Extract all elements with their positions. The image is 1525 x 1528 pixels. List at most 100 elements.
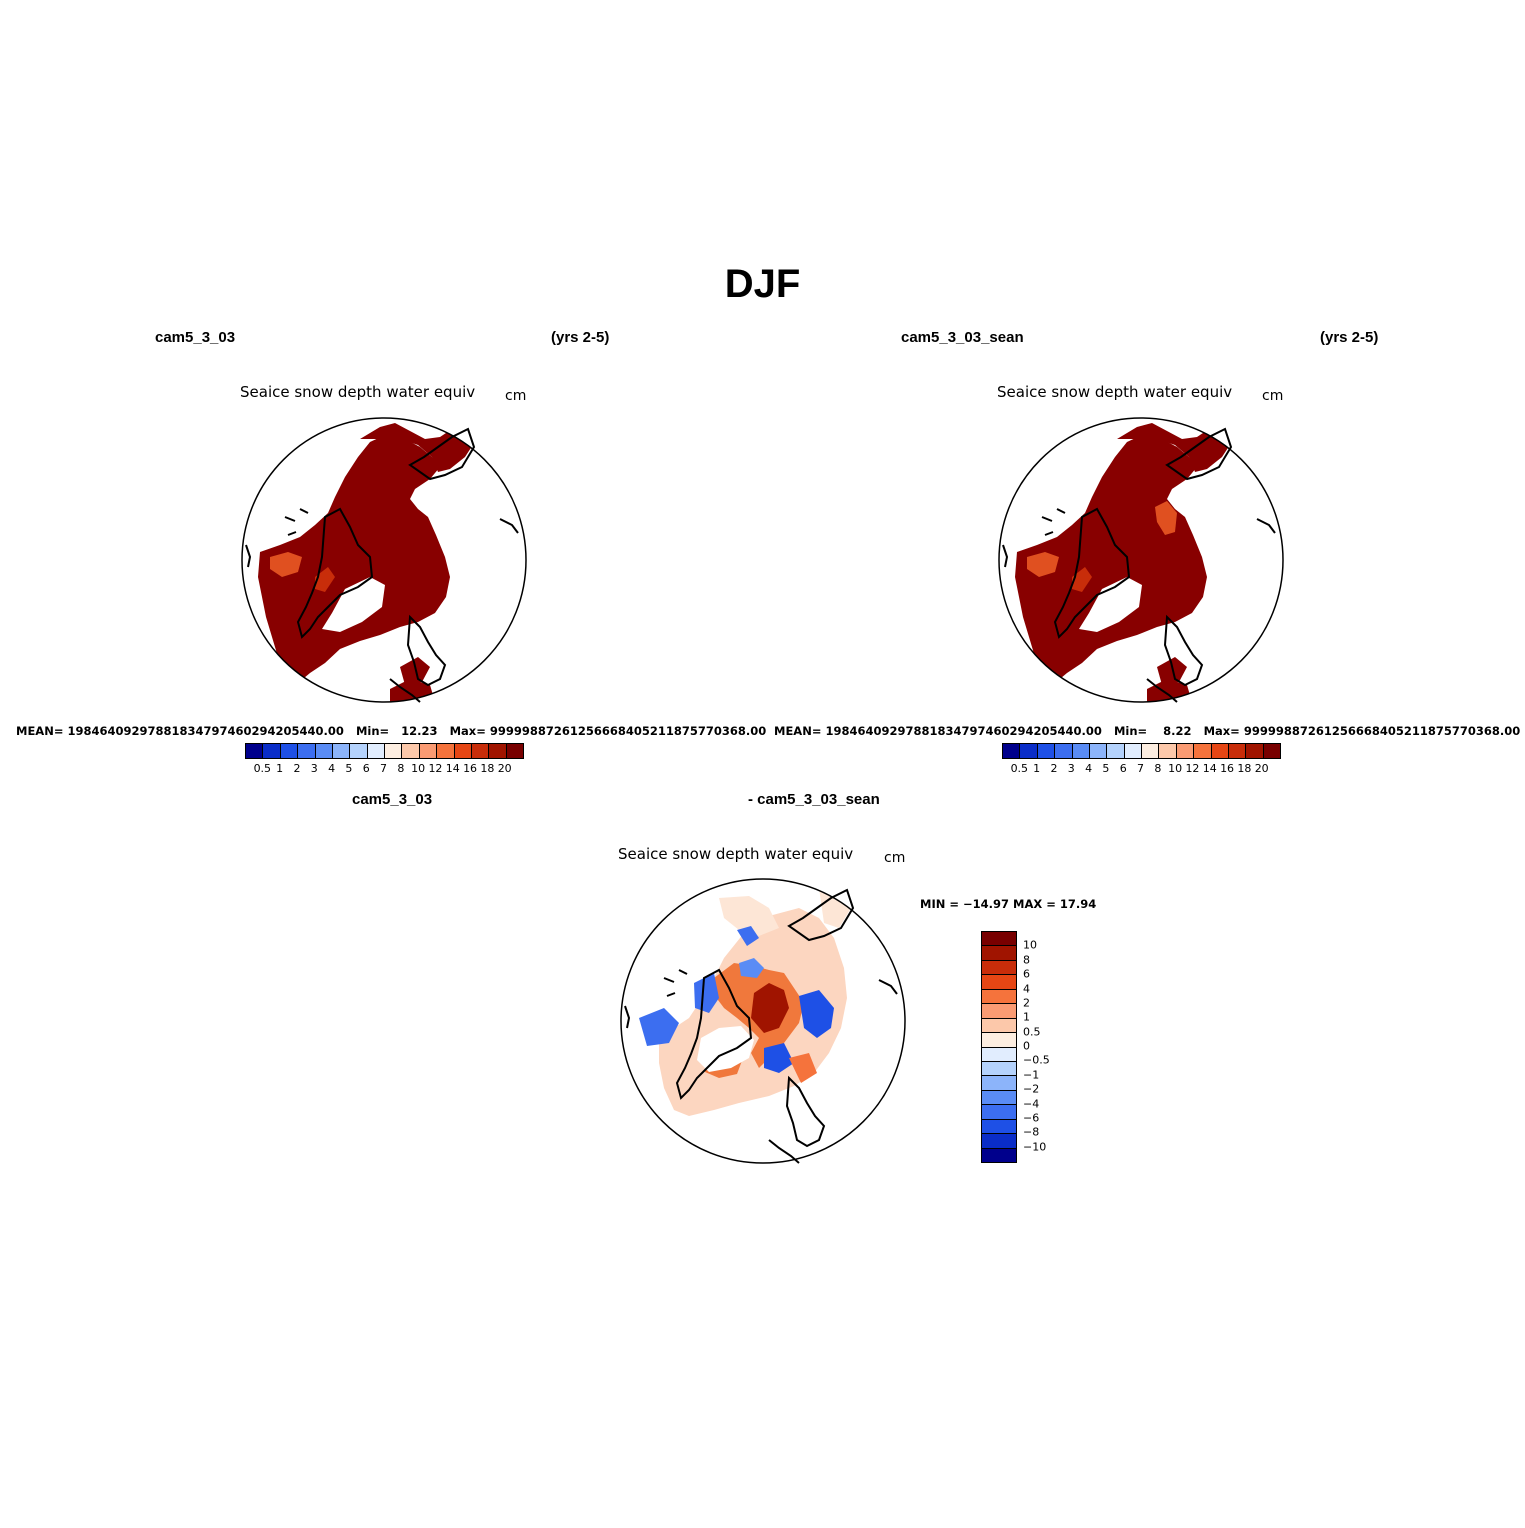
panel2-colorbar-swatch	[1142, 744, 1160, 758]
diff-colorbar-tick-label: −10	[1023, 1140, 1047, 1154]
panel1-colorbar-swatch	[385, 744, 403, 758]
panel2-colorbar-swatch	[1228, 744, 1247, 758]
panel1-colorbar-tick-label: 16	[463, 762, 478, 775]
panel1-map-boundary	[241, 417, 527, 703]
panel1-colorbar-tick-label: 1	[276, 762, 284, 775]
panel2-sea-ice-field	[1015, 422, 1235, 702]
panel2-case-label: cam5_3_03_sean	[901, 329, 1024, 346]
panel2-colorbar-tick-label: 4	[1085, 762, 1093, 775]
diff-colorbar-tick-label: 0	[1023, 1039, 1030, 1053]
diff-colorbar-swatch	[982, 1105, 1016, 1120]
panel2-polar-map	[998, 417, 1284, 703]
panel2-colorbar-swatch	[1089, 744, 1108, 758]
panel2-map-boundary	[998, 417, 1284, 703]
panel2-colorbar-swatch	[1159, 744, 1177, 758]
diff-colorbar-tick-label: −6	[1023, 1111, 1040, 1125]
diff-colorbar-tick-label: 6	[1023, 967, 1030, 981]
panel1-colorbar-tick-label: 10	[411, 762, 426, 775]
panel2-units-label: cm	[1262, 388, 1284, 404]
panel2-colorbar-tick-label: 6	[1119, 762, 1127, 775]
panel2-max-value: 99999887261256668405211875770368.00	[1243, 724, 1521, 738]
diff-colorbar-tick-label: −1	[1023, 1068, 1040, 1082]
diff-colorbar	[981, 931, 1017, 1163]
diff-coastlines	[624, 888, 898, 1164]
panel1-colorbar-swatch	[402, 744, 420, 758]
panel1-colorbar-tick-label: 2	[293, 762, 301, 775]
panel2-colorbar-tick-label: 14	[1202, 762, 1217, 775]
panel1-case-label: cam5_3_03	[155, 329, 236, 346]
panel2-years-label: (yrs 2-5)	[1320, 329, 1379, 346]
diff-colorbar-swatch	[982, 1134, 1016, 1149]
panel1-colorbar-swatch	[350, 744, 368, 758]
diff-colorbar-swatch	[982, 1004, 1016, 1019]
panel2-colorbar-tick-label: 5	[1102, 762, 1110, 775]
diff-minmax-label: MIN = −14.97 MAX = 17.94	[920, 897, 1097, 911]
panel2-colorbar-tick-label: 8	[1154, 762, 1162, 775]
panel2-stats: MEAN= 19846409297881834797460294205440.0…	[774, 724, 1520, 738]
panel2-colorbar-swatch	[1246, 744, 1264, 758]
panel1-colorbar-tick-label: 14	[445, 762, 460, 775]
panel2-colorbar-swatch	[1037, 744, 1056, 758]
panel1-colorbar-swatch	[263, 744, 281, 758]
panel1-colorbar-tick-label: 20	[497, 762, 512, 775]
panel1-colorbar-tick-label: 18	[480, 762, 495, 775]
panel2-mean-value: 19846409297881834797460294205440.00	[825, 724, 1102, 738]
panel2-colorbar-tick-label: 10	[1168, 762, 1183, 775]
panel1-colorbar-tick-label: 5	[345, 762, 353, 775]
panel1-colorbar-tick-label: 8	[397, 762, 405, 775]
panel2-colorbar-tick-label: 3	[1067, 762, 1075, 775]
panel1-colorbar-swatch	[419, 744, 438, 758]
panel1-colorbar-tick-label: 4	[328, 762, 336, 775]
panel1-units-label: cm	[505, 388, 527, 404]
panel1-colorbar-swatch	[437, 744, 455, 758]
panel2-colorbar-tick-label: 20	[1254, 762, 1269, 775]
diff-colorbar-swatch	[982, 932, 1016, 947]
diff-colorbar-tick-label: 2	[1023, 996, 1030, 1010]
diff-colorbar-tick-label: −8	[1023, 1125, 1040, 1139]
panel2-min-label: Min=	[1113, 724, 1148, 738]
panel2-colorbar-swatch	[1176, 744, 1195, 758]
panel2-colorbar-swatch	[1055, 744, 1073, 758]
panel1-colorbar-tick-label: 12	[428, 762, 443, 775]
panel1-colorbar-tick-label: 0.5	[253, 762, 272, 775]
panel1-colorbar	[245, 743, 524, 759]
panel2-colorbar-tick-label: 16	[1220, 762, 1235, 775]
panel1-colorbar-swatch	[489, 744, 507, 758]
panel1-colorbar-swatch	[332, 744, 351, 758]
panel1-colorbar-swatch	[471, 744, 490, 758]
diff-colorbar-tick-label: −4	[1023, 1097, 1040, 1110]
panel2-colorbar-swatch	[1211, 744, 1229, 758]
panel1-colorbar-swatch	[506, 744, 523, 758]
diff-colorbar-tick-label: −0.5	[1023, 1053, 1050, 1067]
diff-colorbar-tick-label: 0.5	[1023, 1025, 1041, 1039]
diff-colorbar-swatch	[982, 1076, 1016, 1091]
panel1-colorbar-swatch	[367, 744, 385, 758]
panel1-colorbar-tick-label: 7	[380, 762, 387, 775]
panel1-colorbar-swatch	[280, 744, 299, 758]
diff-polar-map	[620, 878, 906, 1164]
panel2-colorbar-swatch	[1263, 744, 1280, 758]
panel1-min-label: Min=	[355, 724, 390, 738]
panel1-max-value: 99999887261256668405211875770368.00	[489, 724, 767, 738]
diff-units-label: cm	[884, 850, 906, 866]
main-title: DJF	[724, 262, 801, 306]
diff-colorbar-tick-label: 10	[1023, 938, 1037, 952]
panel2-colorbar-swatch	[1020, 744, 1038, 758]
panel1-mean-label: MEAN=	[16, 724, 64, 738]
panel1-colorbar-swatch	[454, 744, 472, 758]
diff-anomaly-field	[639, 886, 851, 1116]
diff-colorbar-swatch	[982, 989, 1016, 1005]
panel1-colorbar-swatch	[246, 744, 264, 758]
panel1-colorbar-swatch	[298, 744, 316, 758]
panel2-colorbar-swatch	[1107, 744, 1125, 758]
diff-colorbar-swatch	[982, 960, 1016, 976]
panel2-colorbar-swatch	[1194, 744, 1212, 758]
panel2-colorbar-tick-label: 1	[1033, 762, 1041, 775]
panel2-colorbar-tick-label: 2	[1050, 762, 1058, 775]
panel2-colorbar	[1002, 743, 1281, 759]
panel1-polar-map	[241, 417, 527, 703]
diff-case-b-label: - cam5_3_03_sean	[748, 791, 880, 808]
diff-colorbar-tick-label: 1	[1023, 1010, 1030, 1024]
panel2-colorbar-tick-label: 18	[1237, 762, 1252, 775]
panel2-colorbar-tick-label: 0.5	[1010, 762, 1029, 775]
